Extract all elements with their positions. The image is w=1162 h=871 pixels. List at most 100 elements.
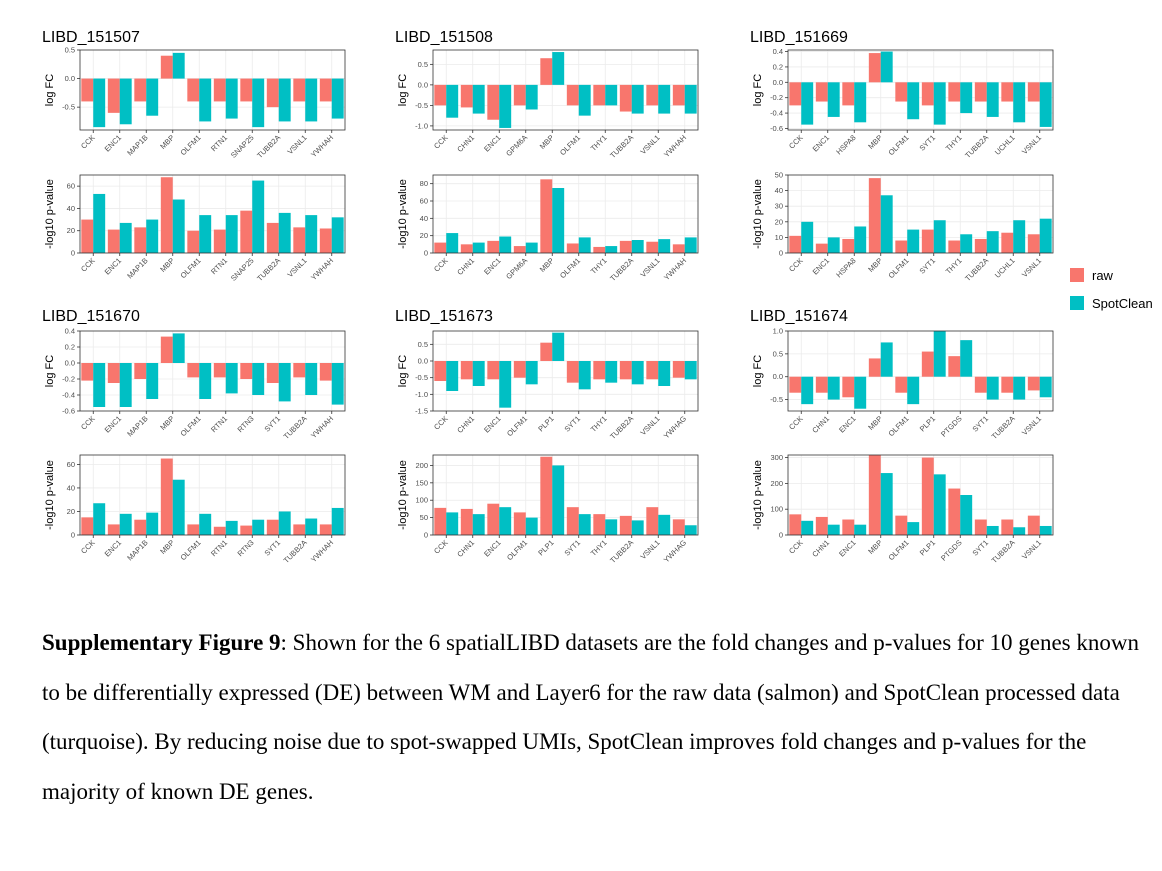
bar-SpotClean-MBP [552,52,565,85]
bar-raw-CCK [789,235,802,253]
bar-raw-OLFM1 [187,78,200,102]
x-tick-label: OLFM1 [558,133,582,157]
y-tick-label: -0.6 [62,407,75,416]
bar-SpotClean-CHN1 [472,84,485,114]
caption-text: : Shown for the 6 spatialLIBD datasets a… [42,630,1139,804]
bar-SpotClean-TUBB2A [986,82,999,117]
y-tick-label: 0 [779,249,783,258]
x-tick-label: OLFM1 [887,414,911,438]
x-tick-label: ENC1 [482,133,503,154]
x-tick-label: PLP1 [536,414,555,433]
bar-raw-VSNL1 [1027,82,1040,102]
y-tick-label: -0.5 [415,101,428,110]
panel-fc-1: -1.0 -0.5 0.0 0.5 log FC CCK CHN1 ENC1 GPM6A MBP O… [397,49,699,160]
x-tick-label: MBP [866,133,884,151]
x-tick-label: ENC1 [103,133,124,154]
bar-raw-ENC1 [107,363,120,383]
bar-SpotClean-MBP [552,188,565,253]
y-axis-label: log FC [752,355,764,387]
bar-raw-PLP1 [921,351,934,377]
bar-raw-CHN1 [460,244,473,253]
x-tick-label: CHN1 [455,256,476,277]
bar-SpotClean-MAP1B [146,78,159,116]
x-tick-label: MBP [158,538,176,556]
x-tick-label: CCK [79,414,97,432]
bar-SpotClean-SYT1 [986,525,999,535]
x-tick-label: ENC1 [837,538,858,559]
bar-SpotClean-VSNL1 [305,78,318,122]
bar-raw-YWHAH [672,84,685,106]
bar-SpotClean-SYT1 [933,82,946,125]
panel-fc-3: -0.6 -0.4 -0.2 0.0 0.2 0.4 log FC CCK ENC1 MAP1B M… [44,327,346,441]
y-tick-label: 40 [775,186,783,195]
x-tick-label: MBP [158,133,176,151]
bar-SpotClean-OLFM1 [525,361,538,385]
bar-raw-THY1 [593,361,606,380]
plot-border [432,49,699,131]
bar-raw-OLFM1 [895,82,908,102]
bar-raw-TUBB2A [974,238,987,253]
x-tick-label: ENC1 [811,133,832,154]
x-tick-label: THY1 [589,256,609,276]
bar-raw-TUBB2A [619,515,632,535]
x-tick-label: UCHL1 [993,256,1017,280]
x-tick-label: VSNL1 [1020,133,1043,156]
bar-raw-VSNL1 [1027,515,1040,535]
panel-pv-4: 0 50 100 150 200 -log10 p-value CCK CHN1 ENC1 OLF… [397,454,699,565]
bar-SpotClean-CCK [446,84,459,118]
chart-title: LIBD_151673 [395,308,493,325]
bar-SpotClean-OLFM1 [907,82,920,120]
x-tick-label: CCK [79,538,97,556]
bar-raw-VSNL1 [646,241,659,253]
x-tick-label: YWHAG [662,414,689,441]
bar-SpotClean-PLP1 [933,331,946,377]
x-tick-label: OLFM1 [505,538,529,562]
panel-pv-1: 0 20 40 60 80 -log10 p-value CCK CHN1 ENC1 GPM6A M… [397,174,699,283]
y-tick-label: 0.5 [773,349,783,358]
bar-raw-SYT1 [974,376,987,393]
y-tick-label: 60 [67,182,75,191]
bar-SpotClean-RTN1 [225,215,238,253]
x-tick-label: TUBB2A [963,133,990,160]
x-tick-label: TUBB2A [608,538,635,565]
y-axis-label: -log10 p-value [752,179,764,249]
x-tick-label: MBP [866,414,884,432]
bar-raw-OLFM1 [187,230,200,253]
bar-raw-MBP [160,55,173,79]
bar-SpotClean-SYT1 [578,514,591,535]
plot-border [787,330,1054,412]
bar-SpotClean-OLFM1 [578,84,591,116]
bar-SpotClean-UCHL1 [1013,220,1026,253]
bar-SpotClean-PTGDS [960,340,973,377]
x-tick-label: TUBB2A [282,538,309,565]
bar-raw-ENC1 [107,229,120,253]
bar-SpotClean-CCK [93,503,106,535]
bar-SpotClean-RTN1 [225,520,238,535]
bar-SpotClean-RTN3 [252,519,265,535]
x-tick-label: ENC1 [103,256,124,277]
bar-SpotClean-ENC1 [119,222,132,253]
bar-SpotClean-ENC1 [119,513,132,535]
bar-raw-CCK [434,242,447,253]
x-tick-label: OLFM1 [505,414,529,438]
bar-raw-OLFM1 [566,84,579,106]
bar-SpotClean-OLFM1 [907,522,920,535]
x-tick-label: SYT1 [263,538,283,558]
bar-raw-MBP [868,455,881,535]
y-tick-label: 0.0 [418,80,428,89]
bar-raw-ENC1 [815,243,828,253]
y-tick-label: -0.2 [62,375,75,384]
panel-fc-5: -0.5 0.0 0.5 1.0 log FC CCK CHN1 ENC1 MBP OLFM1 PL… [752,327,1054,441]
bar-SpotClean-ENC1 [499,84,512,128]
bar-raw-MAP1B [134,363,147,379]
bar-SpotClean-THY1 [605,246,618,253]
x-tick-label: TUBB2A [255,133,282,160]
x-tick-label: OLFM1 [887,538,911,562]
x-tick-label: TUBB2A [282,414,309,441]
bar-raw-TUBB2A [293,363,306,378]
bar-SpotClean-MAP1B [146,219,159,253]
y-tick-label: 0 [779,531,783,540]
y-axis-label: -log10 p-value [752,460,764,530]
bar-raw-SYT1 [566,507,579,535]
y-tick-label: 0.0 [65,359,75,368]
